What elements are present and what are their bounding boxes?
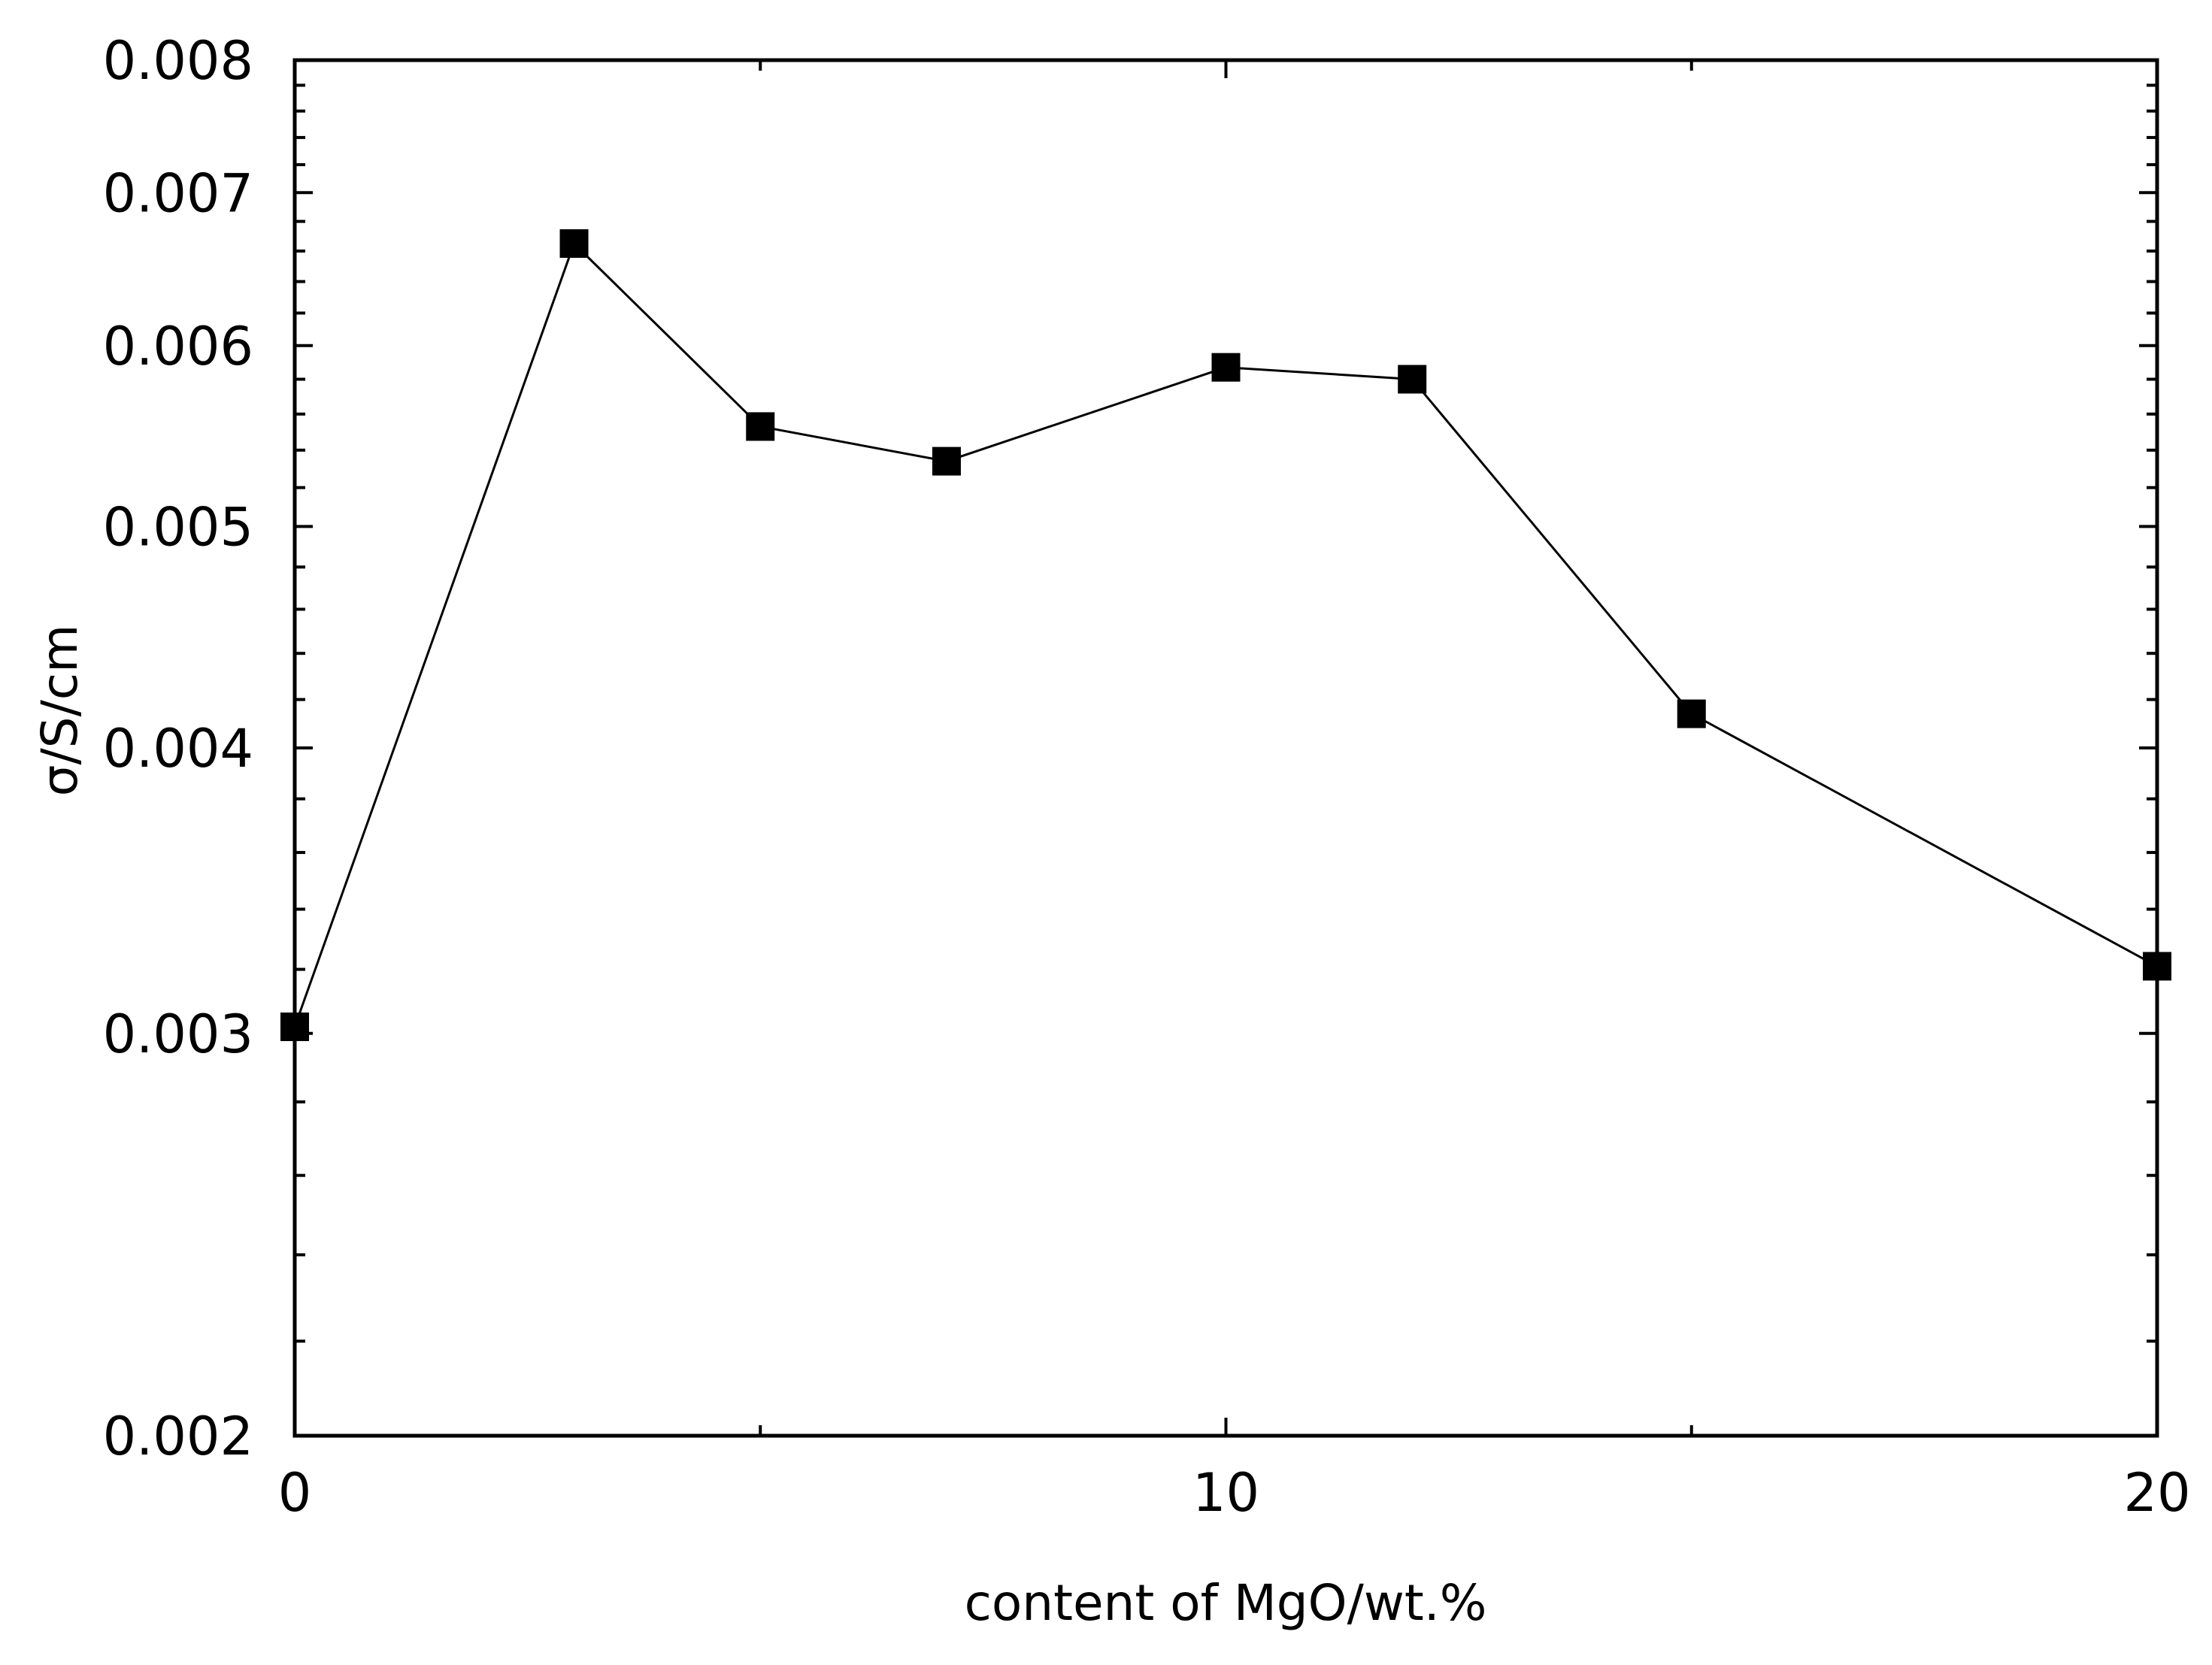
- data-point: [1398, 365, 1427, 394]
- data-point: [280, 1012, 309, 1041]
- x-tick-label: 20: [2123, 1462, 2190, 1524]
- y-tick-label: 0.008: [103, 30, 253, 92]
- y-axis-title: σ/S/cm: [31, 625, 89, 797]
- data-point: [1677, 699, 1706, 728]
- plot-frame: [292, 58, 2159, 1438]
- data-point: [2143, 952, 2171, 981]
- data-point: [746, 412, 775, 441]
- x-tick-label: 0: [278, 1462, 312, 1524]
- series-group: [280, 229, 2171, 1041]
- axis-ticks: [293, 59, 2159, 1437]
- y-tick-label: 0.002: [103, 1406, 253, 1467]
- y-tick-label: 0.005: [103, 496, 253, 558]
- y-tick-label: 0.004: [103, 718, 253, 780]
- data-point: [932, 447, 961, 476]
- axis-tick-labels: 0 10 20 0.002 0.003 0.004 0.005 0.006 0.007 0.008: [103, 30, 2191, 1524]
- data-point: [1211, 353, 1241, 382]
- data-point: [559, 229, 589, 258]
- y-tick-label: 0.003: [103, 1004, 253, 1065]
- series-line: [293, 241, 2158, 1028]
- x-tick-label: 10: [1192, 1462, 1259, 1524]
- y-tick-label: 0.006: [103, 316, 253, 377]
- x-axis-title: content of MgO/wt.%: [965, 1574, 1487, 1632]
- y-tick-label: 0.007: [103, 162, 253, 224]
